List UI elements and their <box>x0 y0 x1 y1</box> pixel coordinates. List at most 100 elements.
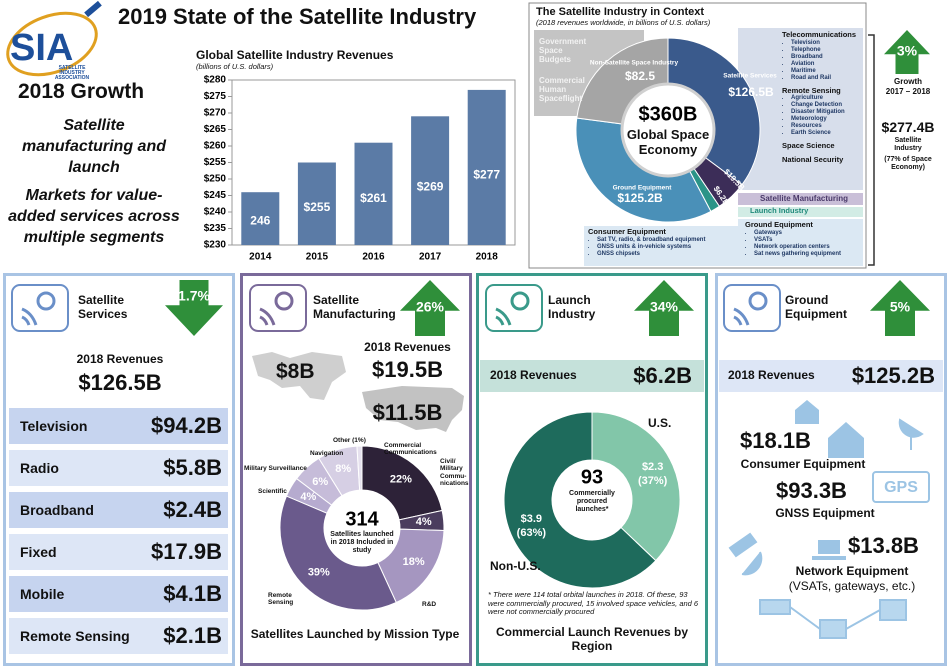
government-text: Commercial Human Spaceflight <box>539 76 585 104</box>
table-row <box>9 576 228 612</box>
bullet-list: GatewaysVSATsNetwork operation centersSa… <box>745 230 863 258</box>
y-tick-label: $265 <box>204 124 227 135</box>
bullet-item: Road and Rail <box>791 75 864 82</box>
satellite-icon <box>728 532 763 576</box>
bullet-item: Television <box>791 40 864 47</box>
bar <box>297 162 336 245</box>
revenues-label: 2018 Revenues <box>364 340 451 354</box>
segment-title: Space Science <box>782 141 835 151</box>
slice-label: Military Surveillance <box>244 465 307 472</box>
side-text: (77% of Space Economy) <box>884 156 932 172</box>
table-row <box>9 492 228 528</box>
y-tick-label: $245 <box>204 190 227 201</box>
center-disc <box>324 490 400 566</box>
revenues-band <box>719 360 943 392</box>
dish-icon <box>898 418 924 450</box>
us-map <box>362 386 464 432</box>
growth-arrow <box>870 280 930 336</box>
manufacturing-strip <box>738 193 863 205</box>
slice-value: $82.5 <box>625 69 655 83</box>
bullet-item: Broadband <box>791 54 864 61</box>
context-title: The Satellite Industry in Context <box>536 6 705 18</box>
bullet-item: Disaster Mitigation <box>791 109 864 116</box>
table-row <box>9 618 228 654</box>
bullet-item: Resources <box>791 123 864 130</box>
slice-label: Civil/ Military Commu- nications <box>440 458 469 488</box>
slice-share: (37%) <box>638 475 668 487</box>
center-label: Global Space Economy <box>626 127 710 157</box>
slice-value: 8% <box>335 463 351 475</box>
bar <box>354 142 393 245</box>
consumer-list: Consumer EquipmentSat TV, radio, & broad… <box>588 227 738 258</box>
revenues-value: $6.2B <box>633 363 692 388</box>
logo-swoosh <box>6 11 98 77</box>
row-value: $2.1B <box>163 623 222 648</box>
launch-strip <box>738 207 863 217</box>
panel-title: Ground Equipment <box>785 293 847 321</box>
bullet-item: VSATs <box>754 237 863 244</box>
slice-label: Ground Equipment <box>613 185 673 192</box>
page-title: 2019 State of the Satellite Industry <box>118 4 477 29</box>
x-tick-label: 2014 <box>249 252 272 263</box>
icon-detail <box>748 291 768 311</box>
bullet-item: Telephone <box>791 47 864 54</box>
bullet-list: Sat TV, radio, & broadband equipmentGNSS… <box>588 237 738 258</box>
revenues-value: $125.2B <box>851 363 935 388</box>
ground-list-title: Ground Equipment <box>745 220 813 229</box>
chart-title: Satellites Launched by Mission Type <box>250 627 460 641</box>
growth-value: 5% <box>890 299 911 315</box>
chart-title: Global Satellite Industry Revenues <box>196 48 394 62</box>
slice-label: Navigation <box>310 450 344 457</box>
row-label: Remote Sensing <box>20 628 130 644</box>
table-row <box>9 534 228 570</box>
ground-value: $18.1B <box>740 428 811 453</box>
y-tick-label: $270 <box>204 108 227 119</box>
bullet-item: Network operation centers <box>754 244 863 251</box>
slice-value: $125.2B <box>617 191 663 205</box>
chart-subtitle: (billions of U.S. dollars) <box>196 62 274 71</box>
bar-label: $261 <box>360 191 387 205</box>
growth-value: 3% <box>897 43 918 59</box>
icon-detail <box>21 307 38 326</box>
ground-value: $13.8B <box>848 533 919 558</box>
row-value: $17.9B <box>151 539 222 564</box>
ground-detail: (VSATs, gateways, etc.) <box>788 579 916 593</box>
row-label: Broadband <box>20 502 94 518</box>
segment-list: TelecommunicationsTelevisionTelephoneBro… <box>782 30 864 165</box>
growth-value: 26% <box>416 299 445 315</box>
bracket <box>868 34 875 266</box>
context-subtitle: (2018 revenues worldwide, in billions of… <box>536 18 711 27</box>
side-text: 2017 – 2018 <box>885 87 931 96</box>
growth-value: 34% <box>650 299 679 315</box>
revenues-label: 2018 Revenues <box>76 352 164 366</box>
panel-title: Satellite Services <box>78 293 128 321</box>
growth-title: 2018 Growth <box>18 80 145 103</box>
center-label: Commercially procured launches* <box>569 490 615 514</box>
slice-label: Satellite Services <box>723 73 777 80</box>
ground-box <box>738 219 863 266</box>
ground-label: Network Equipment <box>795 564 909 578</box>
revenues-value: $19.5B <box>372 357 443 382</box>
consumer-list-title: Consumer Equipment <box>588 227 666 236</box>
bullet-list: AgricultureChange DetectionDisaster Miti… <box>782 95 864 137</box>
ground-list: Ground EquipmentGatewaysVSATsNetwork ope… <box>745 220 863 258</box>
slice-label: Other (1%) <box>333 437 366 444</box>
region-value: $8B <box>276 360 315 383</box>
bullet-item: Agriculture <box>791 95 864 102</box>
bar <box>241 192 280 245</box>
footnote: * There were 114 total orbital launches … <box>488 590 699 617</box>
y-tick-label: $230 <box>204 240 227 251</box>
growth-point: Satellite manufacturing and launch <box>21 117 166 176</box>
bar <box>411 116 450 245</box>
bullet-item: Sat news gathering equipment <box>754 251 863 258</box>
slice-label: Non-U.S. <box>490 559 541 573</box>
chart-title: Commercial Launch Revenues by Region <box>495 625 689 653</box>
row-value: $2.4B <box>163 497 222 522</box>
x-tick-label: 2017 <box>419 252 442 263</box>
slice-value: 6% <box>312 476 328 488</box>
row-label: Television <box>20 418 88 434</box>
growth-point: Markets for value-added services across … <box>8 187 180 246</box>
bullet-item: Earth Science <box>791 130 864 137</box>
bullet-item: GNSS chipsets <box>597 251 738 258</box>
